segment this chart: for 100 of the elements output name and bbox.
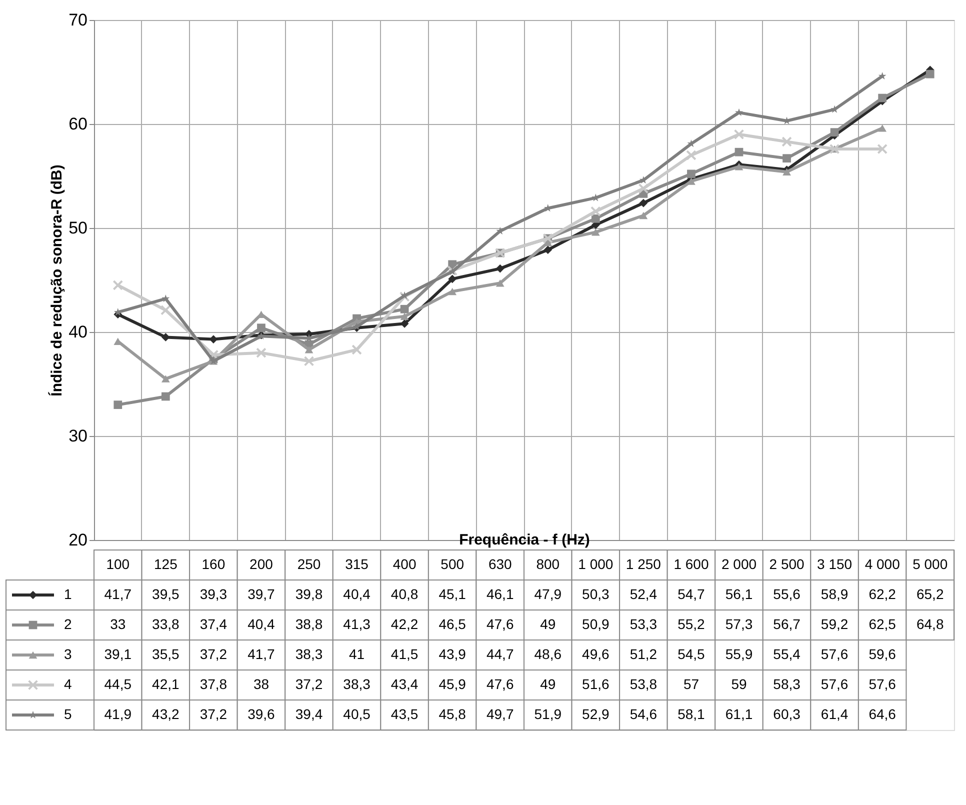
data-label: 44,5 — [104, 676, 132, 692]
data-label: 39,5 — [152, 586, 180, 602]
data-label: 55,9 — [725, 646, 753, 662]
data-label: 40,4 — [343, 586, 371, 602]
data-label: 59,2 — [820, 616, 848, 632]
data-label: 53,8 — [630, 676, 658, 692]
x-axis-title: Frequência - f (Hz) — [459, 532, 590, 548]
data-label: 41,7 — [248, 646, 276, 662]
data-label: 43,2 — [152, 706, 180, 722]
data-label: 65,2 — [916, 586, 944, 602]
data-label: 48,6 — [534, 646, 562, 662]
data-label: 59 — [731, 676, 747, 692]
data-label: 33,8 — [152, 616, 180, 632]
data-label: 53,3 — [630, 616, 658, 632]
y-tick-label: 70 — [68, 10, 88, 30]
data-label: 61,1 — [725, 706, 753, 722]
data-label: 41,7 — [104, 586, 132, 602]
data-label: 59,6 — [868, 646, 896, 662]
data-label: 47,6 — [486, 616, 514, 632]
legend-label: 2 — [64, 616, 72, 632]
legend-label: 1 — [64, 586, 72, 602]
data-label: 50,9 — [582, 616, 610, 632]
data-label: 51,6 — [582, 676, 610, 692]
data-label: 37,2 — [200, 646, 228, 662]
data-label: 37,2 — [295, 676, 323, 692]
data-label: 46,1 — [486, 586, 514, 602]
data-label: 42,1 — [152, 676, 180, 692]
x-tick-label: 315 — [345, 556, 369, 572]
data-label: 37,8 — [200, 676, 228, 692]
data-label: 39,8 — [295, 586, 323, 602]
data-label: 41 — [348, 646, 365, 662]
data-label: 40,4 — [248, 616, 276, 632]
data-label: 41,5 — [390, 646, 418, 662]
data-label: 49 — [540, 676, 556, 692]
data-label: 58,9 — [820, 586, 848, 602]
x-tick-label: 1 250 — [626, 556, 662, 572]
legend-label: 3 — [64, 646, 72, 662]
data-label: 40,5 — [343, 706, 371, 722]
x-tick-label: 125 — [154, 556, 178, 572]
data-label: 42,2 — [390, 616, 418, 632]
data-label: 45,1 — [438, 586, 466, 602]
data-label: 61,4 — [820, 706, 848, 722]
data-label: 64,8 — [916, 616, 944, 632]
data-label: 57,6 — [820, 676, 848, 692]
x-tick-label: 250 — [297, 556, 321, 572]
x-tick-label: 630 — [488, 556, 512, 572]
x-tick-label: 1 000 — [578, 556, 614, 572]
x-tick-label: 1 600 — [674, 556, 709, 572]
data-label: 57,3 — [725, 616, 753, 632]
data-label: 55,6 — [773, 586, 801, 602]
data-label: 51,2 — [630, 646, 658, 662]
data-label: 49,7 — [486, 706, 514, 722]
data-label: 38,8 — [295, 616, 323, 632]
data-label: 44,7 — [486, 646, 514, 662]
y-tick-label: 40 — [68, 322, 88, 342]
y-tick-label: 20 — [68, 530, 88, 550]
data-label: 43,9 — [438, 646, 466, 662]
data-label: 57,6 — [820, 646, 848, 662]
data-label: 62,5 — [868, 616, 896, 632]
data-label: 49 — [540, 616, 556, 632]
data-label: 47,6 — [486, 676, 514, 692]
data-label: 62,2 — [868, 586, 896, 602]
x-tick-label: 5 000 — [912, 556, 948, 572]
x-tick-label: 160 — [202, 556, 226, 572]
x-tick-label: 100 — [106, 556, 130, 572]
data-label: 55,4 — [773, 646, 801, 662]
data-label: 64,6 — [868, 706, 896, 722]
data-label: 54,6 — [630, 706, 658, 722]
data-label: 38 — [253, 676, 270, 692]
data-label: 54,5 — [678, 646, 706, 662]
data-label: 38,3 — [343, 676, 371, 692]
y-tick-label: 50 — [68, 218, 88, 238]
data-label: 43,4 — [390, 676, 418, 692]
data-label: 40,8 — [390, 586, 418, 602]
data-label: 41,9 — [104, 706, 132, 722]
data-label: 37,2 — [200, 706, 228, 722]
data-label: 51,9 — [534, 706, 562, 722]
data-label: 60,3 — [773, 706, 801, 722]
x-tick-label: 4 000 — [864, 556, 900, 572]
data-label: 35,5 — [152, 646, 180, 662]
x-tick-label: 200 — [250, 556, 274, 572]
data-label: 52,9 — [582, 706, 610, 722]
y-tick-label: 30 — [68, 426, 88, 446]
data-label: 57,6 — [868, 676, 896, 692]
x-tick-label: 3 150 — [817, 556, 852, 572]
data-label: 39,7 — [248, 586, 276, 602]
data-label: 58,3 — [773, 676, 801, 692]
data-label: 39,3 — [200, 586, 228, 602]
data-label: 33 — [110, 616, 126, 632]
data-label: 39,4 — [295, 706, 323, 722]
data-label: 38,3 — [295, 646, 323, 662]
data-label: 54,7 — [678, 586, 706, 602]
data-label: 56,1 — [725, 586, 753, 602]
x-tick-label: 800 — [536, 556, 560, 572]
data-label: 45,8 — [438, 706, 466, 722]
data-label: 58,1 — [678, 706, 706, 722]
y-axis-title: Índice de redução sonora-R (dB) — [48, 164, 66, 396]
x-tick-label: 500 — [440, 556, 464, 572]
data-label: 46,5 — [438, 616, 466, 632]
data-label: 45,9 — [438, 676, 466, 692]
